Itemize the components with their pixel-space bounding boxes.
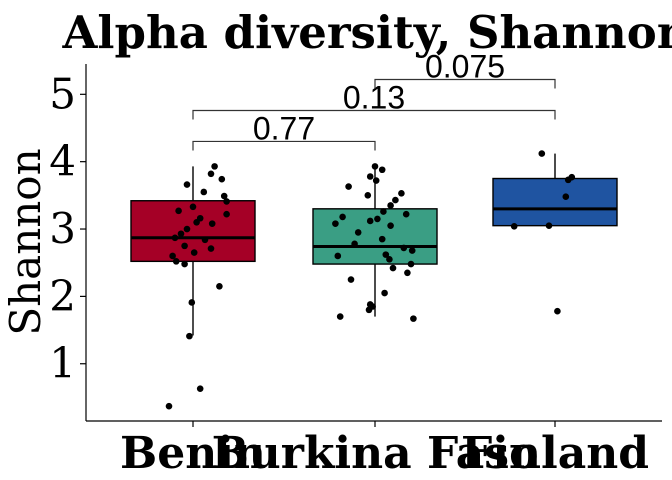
- box: [492, 177, 618, 227]
- data-point: [366, 173, 374, 180]
- data-point: [223, 198, 230, 205]
- data-point: [190, 249, 198, 256]
- data-point: [364, 192, 372, 199]
- x-tick-label: Finland: [461, 428, 649, 479]
- data-point: [410, 315, 417, 322]
- data-point: [398, 190, 405, 197]
- data-point: [387, 222, 394, 229]
- data-point: [165, 402, 173, 410]
- data-point: [381, 289, 388, 297]
- data-point: [386, 256, 393, 263]
- data-point: [510, 223, 518, 230]
- data-point: [169, 252, 176, 260]
- data-point: [392, 196, 399, 204]
- data-point: [201, 236, 209, 244]
- chart-title: Alpha diversity, Shannon: [62, 6, 672, 59]
- data-point: [372, 177, 380, 184]
- comparison-bracket: [192, 140, 376, 151]
- data-point: [408, 247, 416, 254]
- data-point: [562, 193, 570, 200]
- data-point: [172, 258, 180, 265]
- p-value-label: 0.77: [253, 110, 315, 146]
- y-tick-label: 4: [49, 137, 76, 186]
- data-point: [218, 175, 226, 183]
- data-point: [188, 299, 196, 306]
- data-point: [216, 282, 223, 290]
- data-point: [378, 235, 386, 243]
- data-point: [183, 181, 191, 188]
- data-point: [366, 217, 374, 225]
- data-point: [347, 276, 355, 283]
- y-tick-label: 5: [49, 69, 76, 118]
- data-point: [382, 251, 390, 258]
- data-point: [545, 222, 553, 229]
- data-point: [207, 245, 215, 252]
- data-point: [366, 301, 374, 308]
- data-point: [351, 240, 358, 248]
- data-point: [175, 207, 182, 215]
- data-point: [407, 260, 415, 268]
- data-point: [186, 332, 193, 340]
- p-value-label: 0.075: [425, 48, 505, 84]
- data-point: [334, 252, 342, 260]
- data-point: [181, 260, 188, 268]
- data-point: [402, 210, 410, 218]
- data-point: [371, 163, 379, 170]
- data-point: [538, 150, 546, 157]
- data-point: [211, 163, 218, 170]
- data-point: [183, 225, 191, 233]
- data-point: [554, 307, 561, 315]
- data-point: [196, 214, 204, 222]
- data-point: [200, 188, 208, 196]
- data-point: [378, 166, 386, 174]
- data-point: [354, 229, 362, 236]
- comparison-bracket: [192, 109, 556, 120]
- data-point: [189, 203, 197, 211]
- data-point: [389, 264, 397, 272]
- data-point: [404, 269, 411, 277]
- y-tick-label: 2: [49, 271, 76, 320]
- data-point: [380, 208, 387, 215]
- data-point: [345, 183, 352, 190]
- y-tick-label: 3: [49, 204, 76, 253]
- p-value-label: 0.13: [343, 79, 405, 115]
- data-point: [208, 220, 216, 227]
- x-tick-label: Burkina Faso: [212, 428, 539, 479]
- data-point: [374, 215, 381, 223]
- data-point: [339, 213, 346, 221]
- data-point: [207, 170, 215, 178]
- x-tick-label: Benin: [120, 428, 266, 479]
- data-point: [332, 220, 339, 227]
- y-axis-label: Shannon: [1, 148, 50, 335]
- data-point: [336, 313, 344, 320]
- data-point: [181, 242, 188, 250]
- data-point: [177, 230, 185, 238]
- data-point: [400, 244, 408, 252]
- y-tick-label: 1: [49, 339, 76, 388]
- data-point: [568, 173, 576, 181]
- data-point: [387, 202, 394, 209]
- data-point: [223, 210, 230, 218]
- data-point: [171, 234, 179, 242]
- data-point: [196, 385, 204, 392]
- data-point: [220, 192, 228, 200]
- comparison-bracket: [374, 78, 556, 89]
